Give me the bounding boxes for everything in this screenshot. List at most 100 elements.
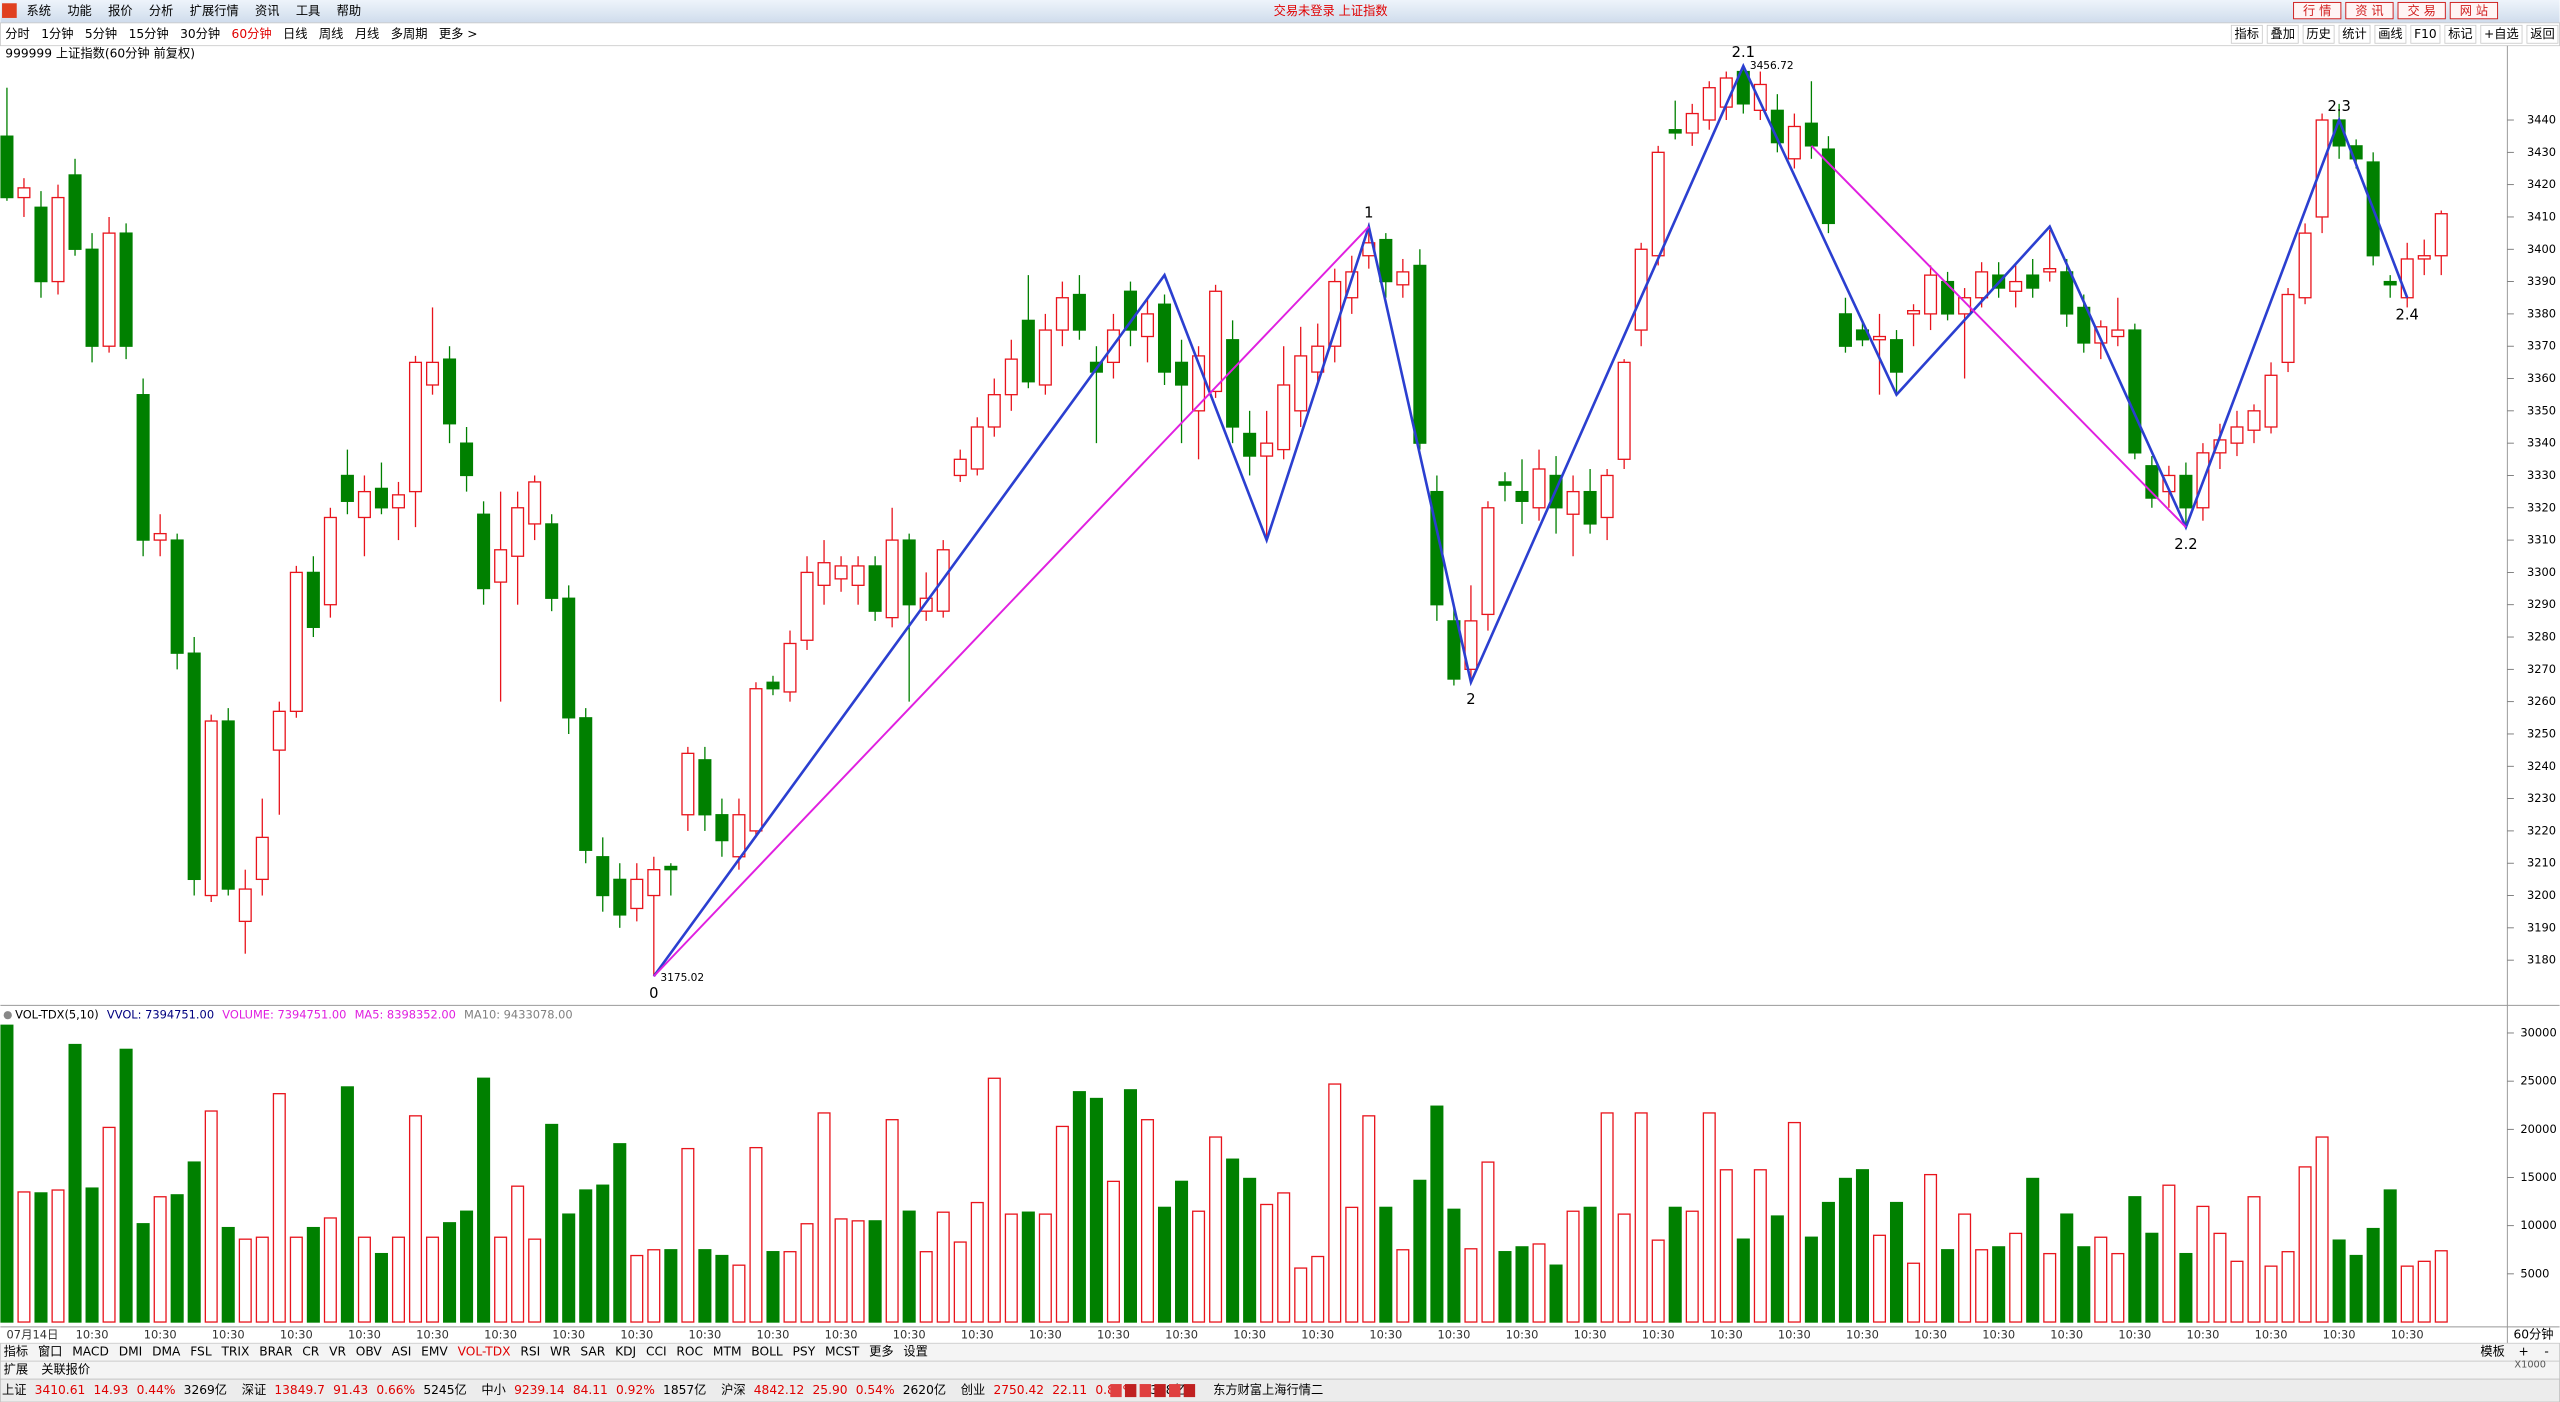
period-tab[interactable]: 多周期 [391, 27, 428, 41]
tool-button[interactable]: 历史 [2306, 27, 2330, 41]
indicator-tab[interactable]: KDJ [615, 1345, 636, 1359]
site-button-label[interactable]: 交 易 [2407, 3, 2435, 18]
volume-bar [1770, 1215, 1784, 1323]
site-button-label[interactable]: 资 讯 [2355, 4, 2383, 18]
period-tab[interactable]: 5分钟 [85, 26, 117, 41]
tool-button[interactable]: 指标 [2235, 26, 2259, 41]
menu-item[interactable]: 系统 [27, 4, 51, 18]
period-tab[interactable]: 60分钟 [232, 26, 272, 41]
indicator-tab[interactable]: FSL [190, 1345, 212, 1359]
candle-body [2298, 232, 2312, 299]
period-tab[interactable]: 分时 [5, 27, 29, 41]
menu-item[interactable]: 分析 [149, 4, 173, 18]
zoom-out[interactable]: - [2544, 1345, 2548, 1359]
menu-item[interactable]: 报价 [108, 3, 132, 18]
candle-body [1209, 290, 1223, 393]
indicator-tab[interactable]: CCI [646, 1345, 667, 1359]
indicator-tab[interactable]: MCST [825, 1345, 860, 1359]
candle-body [1668, 129, 1682, 134]
indicator-tab[interactable]: 指标 [4, 1344, 28, 1359]
volume-bar [1907, 1262, 1921, 1323]
indicator-tab[interactable]: 更多 [869, 1345, 893, 1359]
indicator-tab[interactable]: CR [302, 1345, 320, 1359]
volume-bar [1072, 1091, 1086, 1323]
candle-body [425, 361, 440, 386]
app-icon [2, 3, 17, 18]
candle-body [1311, 345, 1325, 373]
indicator-tab[interactable]: EMV [421, 1345, 448, 1359]
tool-button[interactable]: F10 [2414, 27, 2437, 41]
tool-button[interactable]: 返回 [2530, 27, 2554, 41]
volume-bar [1430, 1105, 1444, 1323]
volume-bar [562, 1213, 576, 1323]
menu-item[interactable]: 工具 [296, 4, 320, 18]
indicator-tab[interactable]: 窗口 [38, 1345, 62, 1359]
indicator-tab[interactable]: DMI [119, 1345, 143, 1359]
indicator-tab[interactable]: SAR [580, 1345, 605, 1359]
y-tick-label: 3410 [2527, 209, 2556, 223]
tool-button[interactable]: 标记 [2448, 27, 2472, 41]
menu-item[interactable]: 扩展行情 [190, 4, 239, 18]
site-button[interactable] [2345, 1, 2394, 20]
site-button[interactable] [2293, 1, 2342, 20]
candle-body [1055, 297, 1069, 331]
site-button[interactable] [2397, 1, 2446, 20]
tool-button[interactable]: +自选 [2484, 27, 2519, 41]
menu-item[interactable]: 资讯 [255, 4, 279, 18]
candle-body [1872, 335, 1887, 341]
period-tab[interactable]: 更多 > [439, 27, 478, 41]
indicator-tab[interactable]: MACD [72, 1345, 109, 1359]
indicator-tab[interactable]: TRIX [220, 1345, 249, 1359]
candle-body [1651, 151, 1665, 257]
extra-tab[interactable]: 关联报价 [41, 1362, 90, 1377]
indicator-tab[interactable]: ASI [392, 1345, 412, 1359]
candle-body [851, 565, 865, 586]
volume-bar [238, 1238, 252, 1323]
indicator-tab[interactable]: DMA [152, 1345, 181, 1359]
tool-button[interactable]: 叠加 [2270, 27, 2294, 41]
candle-body [204, 720, 218, 897]
period-tab[interactable]: 30分钟 [180, 26, 220, 41]
candle-body [766, 681, 780, 690]
status-name: 上证 [2, 1383, 26, 1397]
indicator-tab[interactable]: BRAR [259, 1345, 293, 1359]
indicator-tab[interactable]: MTM [713, 1345, 742, 1359]
template-button[interactable]: 模板 [2480, 1345, 2504, 1359]
candle-body [511, 507, 525, 557]
candle-body [1226, 339, 1240, 428]
site-button[interactable] [2449, 1, 2499, 20]
tool-button[interactable]: 统计 [2342, 27, 2366, 41]
volume-bar [664, 1249, 678, 1323]
tool-button[interactable]: 画线 [2378, 27, 2402, 41]
period-tab[interactable]: 月线 [355, 27, 379, 41]
menu-item[interactable]: 帮助 [337, 4, 361, 18]
period-tab[interactable]: 1分钟 [41, 26, 73, 41]
volume-bar [1889, 1201, 1904, 1323]
candle-body [85, 248, 99, 347]
menu-item[interactable]: 功能 [67, 4, 91, 18]
candle-body [1566, 490, 1580, 515]
status-name: 创业 [961, 1383, 985, 1397]
period-tab[interactable]: 日线 [283, 27, 307, 41]
extra-tab[interactable]: 扩展 [4, 1363, 28, 1377]
candle-body [1260, 442, 1274, 457]
indicator-tab[interactable]: WR [550, 1345, 571, 1359]
zoom-in[interactable]: + [2519, 1345, 2529, 1359]
site-button-label[interactable]: 行 情 [2303, 4, 2331, 18]
volume-bar [1021, 1211, 1035, 1323]
site-button-label[interactable]: 网 站 [2460, 4, 2488, 18]
indicator-tab[interactable]: VR [329, 1345, 346, 1359]
period-tab[interactable]: 周线 [319, 27, 343, 41]
indicator-tab[interactable]: BOLL [751, 1345, 783, 1359]
indicator-tab[interactable]: 设置 [903, 1345, 927, 1359]
indicator-tab[interactable]: PSY [793, 1345, 816, 1359]
indicator-tab[interactable]: ROC [676, 1345, 703, 1359]
period-tab[interactable]: 15分钟 [129, 26, 169, 41]
indicator-tab[interactable]: VOL-TDX [458, 1345, 511, 1359]
indicator-tab[interactable]: RSI [520, 1345, 540, 1359]
volume-bar [357, 1236, 371, 1323]
period-label: 60分钟 [2513, 1327, 2553, 1342]
candle-body [119, 232, 133, 347]
x-tick-label: 10:30 [1233, 1328, 1266, 1342]
indicator-tab[interactable]: OBV [356, 1345, 383, 1359]
